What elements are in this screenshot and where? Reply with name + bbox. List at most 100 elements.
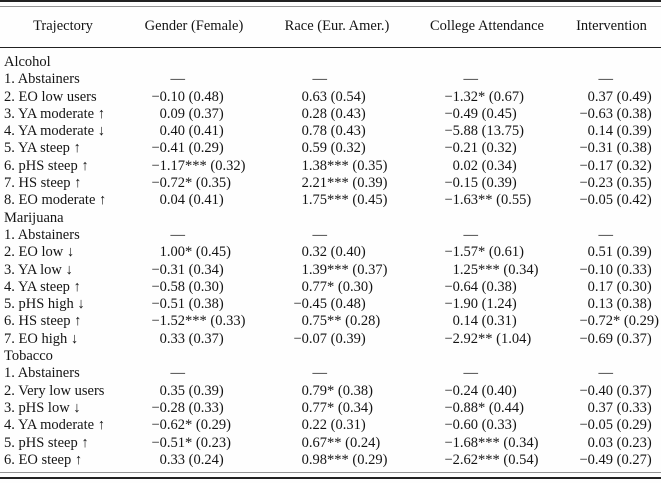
value-cell: — [126,71,262,88]
estimate-value: 0.37 [587,399,613,416]
standard-error: (0.40) [327,244,366,261]
estimate-value: −0.40 [579,382,613,399]
estimate-value: 0.59 [301,140,327,157]
estimate-value: 0.77 [301,399,327,416]
value-cell: −0.05 (0.29) [562,417,661,434]
value-cell: −0.05 (0.42) [562,192,661,209]
estimate-value: 2.21 [301,175,327,192]
value-cell: 0.40 (0.41) [126,123,262,140]
table-row: 3. pHS low ↓ −0.28 (0.33) 0.77 * (0.34) −0.8… [0,400,661,417]
standard-error: (1.24) [478,296,517,313]
value-cell: −0.45 (0.48) [262,296,412,313]
estimate-value: −0.58 [151,278,185,295]
value-cell: −2.62 *** (0.54) [412,452,562,469]
estimate-value: −0.69 [579,330,613,347]
estimate-value: −0.88 [444,399,478,416]
value-cell: — [412,227,562,244]
estimate-value: −1.17 [151,157,185,174]
value-cell: 0.09 (0.37) [126,106,262,123]
value-cell: −0.28 (0.33) [126,400,262,417]
estimate-value: −1.68 [444,434,478,451]
standard-error: * (0.23) [185,434,231,451]
estimate-value: 0.28 [301,105,327,122]
value-cell: — [126,227,262,244]
estimate-value: −0.21 [444,140,478,157]
estimate-value: −0.51 [151,296,185,313]
value-cell: −0.23 (0.35) [562,175,661,192]
estimate-value: 1.75 [301,192,327,209]
standard-error: (0.24) [185,451,224,468]
standard-error: *** (0.33) [185,313,246,330]
value-cell: 0.51 (0.39) [562,244,661,261]
value-cell: −0.49 (0.45) [412,106,562,123]
estimate-value: 1.25 [452,261,478,278]
estimate-value: −0.41 [151,140,185,157]
value-cell: −0.72 * (0.35) [126,175,262,192]
estimate-value: −2.62 [444,451,478,468]
trajectory-cell: 5. pHS steep ↑ [4,434,89,451]
estimate-value: −0.15 [444,175,478,192]
estimate-value: 0.37 [587,88,613,105]
value-cell: −0.31 (0.38) [562,140,661,157]
value-cell: 0.17 (0.30) [562,279,661,296]
standard-error: (0.39) [185,382,224,399]
standard-error: (0.48) [327,296,366,313]
value-cell: −1.52 *** (0.33) [126,313,262,330]
standard-error: (0.41) [185,192,224,209]
standard-error: (0.31) [478,313,517,330]
standard-error: * (0.38) [327,382,373,399]
standard-error: * (0.35) [185,175,231,192]
estimate-value: −0.10 [151,88,185,105]
value-cell: −0.49 (0.27) [562,452,661,469]
trajectory-cell: 5. pHS high ↓ [4,296,85,313]
standard-error: (0.23) [613,434,652,451]
estimate-value: 0.98 [301,451,327,468]
standard-error: (0.34) [185,261,224,278]
section-name: Marijuana [4,209,64,226]
section-header-row: Tobacco [0,348,661,365]
estimate-value: — [463,71,479,88]
standard-error: (0.35) [613,175,652,192]
value-cell: — [562,71,661,88]
value-cell: −1.32 * (0.67) [412,89,562,106]
trajectory-cell: 7. EO high ↓ [4,330,79,347]
value-cell: −0.88 * (0.44) [412,400,562,417]
trajectory-cell: 1. Abstainers [4,226,80,243]
value-cell: 1.38 *** (0.35) [262,158,412,175]
estimate-value: −1.63 [444,192,478,209]
standard-error: (0.37) [613,330,652,347]
standard-error: (0.40) [478,382,517,399]
estimate-value: 0.03 [587,434,613,451]
standard-error: * (0.29) [185,417,231,434]
estimate-value: −0.23 [579,175,613,192]
standard-error: (0.42) [613,192,652,209]
value-cell: −2.92 ** (1.04) [412,331,562,348]
table-row: 4. YA moderate ↑ −0.62 * (0.29) 0.22 (0.31)… [0,417,661,434]
value-cell: — [562,227,661,244]
value-cell: −0.10 (0.33) [562,262,661,279]
estimate-value: — [312,71,328,88]
standard-error: ** (1.04) [478,330,532,347]
bottom-double-rule [0,472,661,480]
standard-error: *** (0.37) [327,261,388,278]
standard-error: * (0.34) [327,399,373,416]
column-header-intervention: Intervention [576,18,647,35]
estimate-value: −5.88 [444,123,478,140]
trajectory-cell: 1. Abstainers [4,71,80,88]
estimate-value: — [598,71,614,88]
standard-error: (0.32) [613,157,652,174]
estimate-value: −0.62 [151,417,185,434]
estimate-value: −0.24 [444,382,478,399]
table-row: 8. EO moderate ↑ 0.04 (0.41) 1.75 *** (0.45… [0,192,661,209]
standard-error: (0.33) [478,417,517,434]
estimate-value: −1.32 [444,88,478,105]
table-row: 7. HS steep ↑ −0.72 * (0.35) 2.21 *** (0.39)… [0,175,661,192]
trajectory-cell: 4. YA moderate ↑ [4,417,105,434]
estimate-value: 0.14 [587,123,613,140]
value-cell: 0.78 (0.43) [262,123,412,140]
section-name: Tobacco [4,348,53,365]
value-cell: −0.63 (0.38) [562,106,661,123]
standard-error: ** (0.28) [327,313,381,330]
table-body: Alcohol 1. Abstainers — — — —2. EO low users −… [0,48,661,469]
estimate-value: −0.10 [579,261,613,278]
